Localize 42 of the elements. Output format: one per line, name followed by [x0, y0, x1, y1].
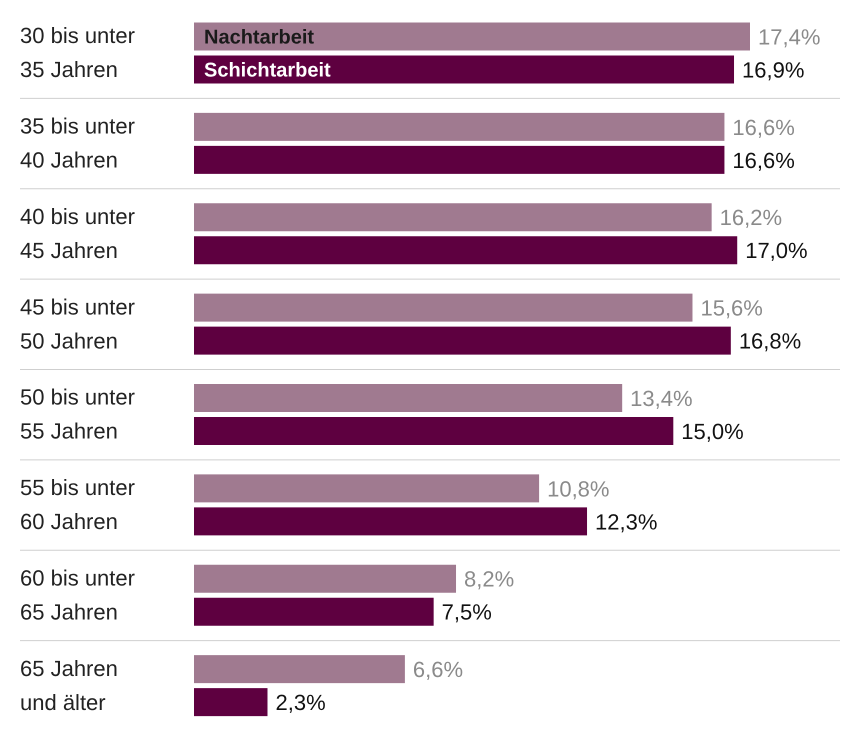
bar [194, 688, 268, 716]
bar [194, 294, 692, 322]
data-label: 13,4% [630, 386, 693, 411]
data-label: 16,6% [732, 148, 795, 173]
data-label: 6,6% [412, 657, 464, 682]
bar [194, 112, 724, 141]
y-tick-label: 60 bis unter 65 Jahren [20, 565, 135, 624]
data-label: 10,8% [547, 476, 610, 502]
y-tick-label: 45 bis unter 50 Jahren [20, 294, 135, 354]
data-label: 2,3% [275, 690, 326, 716]
data-label: 16,2% [720, 205, 782, 230]
data-label: 17,4% [758, 24, 820, 50]
data-label: 15,6% [700, 296, 763, 321]
y-tick-label: 65 Jahren und älter [20, 656, 118, 715]
bar [194, 384, 622, 412]
y-tick-label: 35 bis unter 40 Jahren [20, 114, 135, 173]
bar [194, 55, 734, 84]
y-tick-label: 55 bis unter 60 Jahren [20, 475, 135, 534]
bar [194, 416, 674, 445]
series-label: Nachtarbeit [204, 26, 314, 48]
bar [194, 655, 405, 684]
bar [194, 236, 738, 264]
bar [194, 598, 434, 626]
y-tick-label: 50 bis unter 55 Jahren [20, 384, 135, 444]
y-tick-label: 40 bis unter 45 Jahren [20, 204, 135, 263]
bar [194, 326, 731, 355]
data-label: 16,9% [742, 57, 804, 82]
bar [194, 474, 540, 502]
data-label: 7,5% [442, 600, 492, 625]
data-label: 16,6% [732, 114, 795, 140]
data-label: 16,8% [738, 328, 802, 354]
bar [194, 203, 712, 232]
y-tick-label: 30 bis unter 35 Jahren [20, 23, 135, 82]
data-label: 15,0% [681, 418, 744, 444]
bar [194, 22, 750, 50]
bar [194, 146, 724, 174]
bar [194, 507, 588, 536]
data-label: 8,2% [464, 566, 514, 592]
series-label: Schichtarbeit [204, 59, 332, 82]
data-label: 12,3% [595, 509, 658, 534]
data-label: 17,0% [745, 238, 808, 264]
bar [194, 564, 456, 593]
